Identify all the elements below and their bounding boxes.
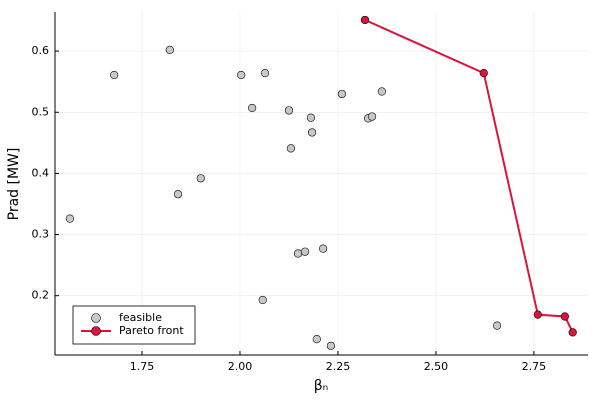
x-tick-label: 2.25 [326, 360, 351, 373]
y-tick-label: 0.6 [32, 44, 50, 57]
point [377, 87, 386, 96]
point [307, 128, 317, 137]
point [306, 113, 316, 122]
point [360, 15, 370, 25]
x-tick-label: 1.75 [130, 360, 155, 373]
legend-label: Pareto front [119, 324, 184, 337]
point [248, 103, 257, 113]
point [568, 328, 577, 337]
point [533, 310, 542, 319]
series-line [364, 19, 574, 333]
legend-box [72, 305, 196, 345]
point [284, 106, 294, 115]
point [312, 335, 321, 344]
point [196, 174, 205, 183]
point [326, 341, 336, 350]
y-tick-label: 0.4 [32, 166, 50, 179]
point [260, 69, 270, 78]
point [479, 69, 488, 78]
x-tick-label: 2.50 [424, 360, 449, 373]
point [286, 144, 296, 153]
point [173, 190, 183, 199]
legend-marker [91, 326, 101, 336]
legend-marker [91, 313, 101, 323]
y-axis-title: Prad [MW] [6, 148, 22, 221]
point [237, 70, 246, 80]
y-tick-label: 0.5 [32, 105, 50, 118]
x-tick-label: 2.75 [522, 360, 547, 373]
point [492, 321, 502, 330]
point [367, 112, 377, 121]
y-tick-label: 0.2 [32, 289, 50, 302]
point [258, 295, 267, 305]
point [337, 89, 346, 99]
point [318, 244, 328, 253]
point [293, 249, 303, 258]
point [110, 70, 119, 80]
x-tick-label: 2.00 [228, 360, 253, 373]
point [300, 247, 310, 256]
point [165, 45, 174, 55]
y-tick-label: 0.3 [32, 228, 50, 241]
point [65, 214, 74, 223]
legend-label: feasible [119, 311, 162, 324]
point [560, 312, 569, 321]
x-axis-title: βₙ [314, 378, 329, 394]
